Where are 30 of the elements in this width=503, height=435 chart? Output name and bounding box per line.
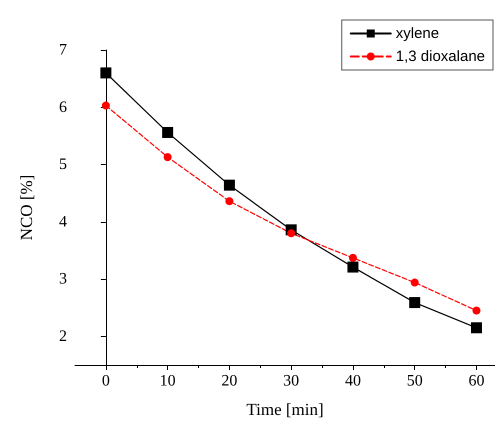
- x-tick-label: 40: [344, 372, 361, 390]
- point: [225, 197, 234, 206]
- point: [347, 262, 358, 273]
- point: [410, 278, 419, 287]
- x-tick-label: 60: [468, 372, 484, 390]
- y-tick-label: 7: [59, 42, 67, 58]
- x-tick-label: 10: [160, 372, 176, 390]
- x-tick-label: 30: [283, 372, 300, 390]
- x-tick-label: 20: [221, 372, 238, 390]
- y-tick-label: 3: [59, 270, 67, 288]
- x-tick-label: 50: [406, 372, 423, 390]
- point: [472, 306, 480, 315]
- y-tick-label: 5: [59, 156, 67, 174]
- point: [287, 229, 296, 238]
- point: [100, 67, 112, 78]
- point: [224, 180, 235, 191]
- x-axis-title: Time [min]: [246, 400, 324, 419]
- point: [162, 126, 174, 138]
- point: [164, 153, 172, 162]
- y-tick-label: 6: [59, 98, 67, 116]
- point: [348, 254, 357, 262]
- legend-label: xylene: [396, 25, 440, 42]
- y-tick-label: 2: [59, 328, 67, 345]
- x-tick-label: 0: [102, 372, 110, 390]
- y-axis-title: NCO [%]: [17, 174, 36, 240]
- point: [409, 297, 420, 308]
- legend-label: 1,3 dioxalane: [396, 48, 486, 65]
- y-tick-label: 4: [59, 213, 67, 230]
- point: [470, 322, 482, 334]
- point: [102, 102, 110, 110]
